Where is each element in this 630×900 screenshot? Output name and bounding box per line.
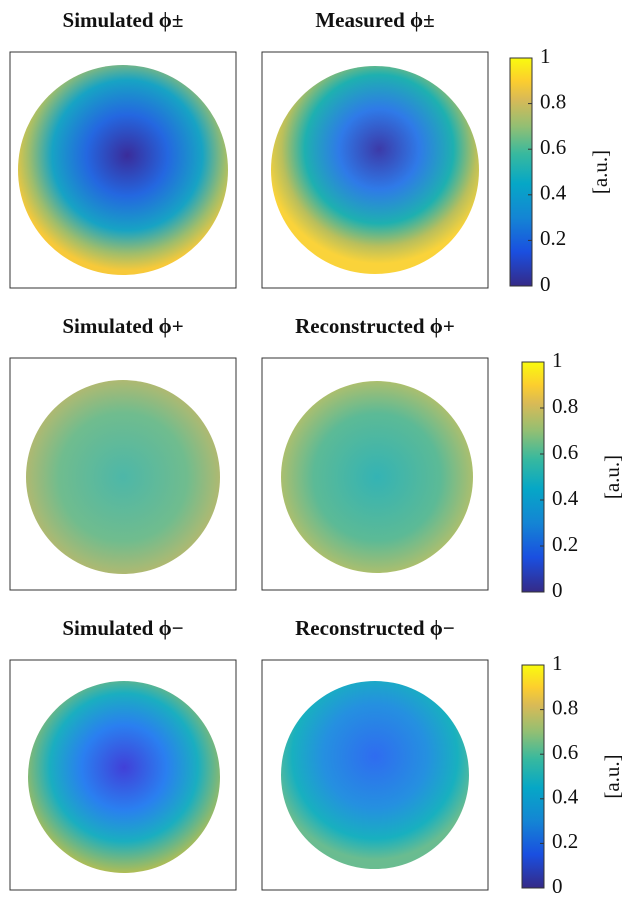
colorbar-label: [a.u.] <box>588 150 612 194</box>
panel-title: Simulated ϕ+ <box>62 314 183 338</box>
colorbar-label: [a.u.] <box>600 455 624 499</box>
colorbar-tick-label: 1 <box>540 44 551 68</box>
heatmap-image <box>28 681 220 873</box>
heatmap-image <box>281 681 469 869</box>
colorbar-tick-label: 0 <box>552 874 563 898</box>
colorbar-tick-label: 0.8 <box>552 695 578 719</box>
panel-title: Reconstructed ϕ+ <box>295 314 455 338</box>
heatmap-image <box>271 66 479 274</box>
colorbar-tick-label: 0.8 <box>552 394 578 418</box>
panel-title: Reconstructed ϕ− <box>295 616 455 640</box>
colorbar <box>521 361 545 593</box>
colorbar-tick-label: 0.6 <box>540 135 566 159</box>
colorbar-tick-label: 1 <box>552 348 563 372</box>
colorbar-tick-label: 0.2 <box>552 532 578 556</box>
heatmap-image <box>281 381 473 573</box>
colorbar-tick-label: 0.6 <box>552 440 578 464</box>
heatmap-image <box>18 65 228 275</box>
colorbar-tick-label: 0 <box>552 578 563 602</box>
colorbar-tick-label: 0.4 <box>552 785 579 809</box>
colorbar-tick-label: 1 <box>552 651 563 675</box>
panel-title: Measured ϕ± <box>315 8 434 32</box>
colorbar-tick-label: 0.2 <box>552 829 578 853</box>
colorbar-tick-label: 0.2 <box>540 226 566 250</box>
colorbar-tick-label: 0.6 <box>552 740 578 764</box>
colorbar-tick-label: 0 <box>540 272 551 296</box>
colorbar-label: [a.u.] <box>600 754 624 798</box>
panel-title: Simulated ϕ± <box>63 8 184 32</box>
colorbar <box>521 664 545 889</box>
colorbar-tick-label: 0.4 <box>540 181 567 205</box>
colorbar <box>509 57 533 287</box>
colorbar-tick-label: 0.8 <box>540 89 566 113</box>
colorbar-tick-label: 0.4 <box>552 486 579 510</box>
panel-title: Simulated ϕ− <box>62 616 183 640</box>
heatmap-image <box>26 380 220 574</box>
